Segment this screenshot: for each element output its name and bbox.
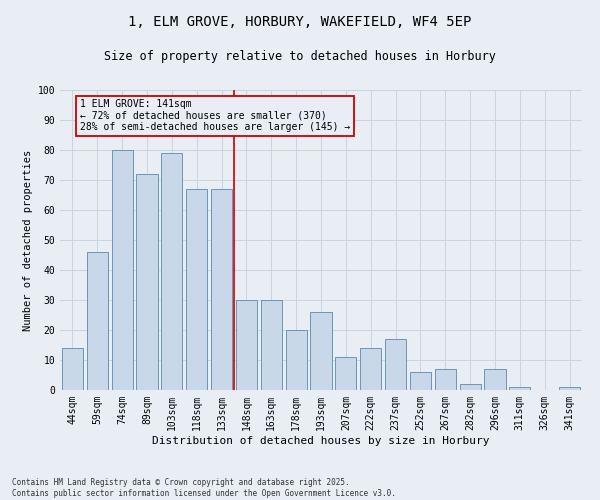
Bar	[236, 300, 257, 390]
Bar	[484, 369, 506, 390]
Bar	[335, 357, 356, 390]
Bar	[186, 189, 207, 390]
Text: 1, ELM GROVE, HORBURY, WAKEFIELD, WF4 5EP: 1, ELM GROVE, HORBURY, WAKEFIELD, WF4 5E…	[128, 15, 472, 29]
Bar	[559, 387, 580, 390]
Bar	[161, 153, 182, 390]
Bar	[286, 330, 307, 390]
Text: Contains HM Land Registry data © Crown copyright and database right 2025.
Contai: Contains HM Land Registry data © Crown c…	[12, 478, 396, 498]
Bar	[87, 252, 108, 390]
Bar	[211, 189, 232, 390]
Bar	[385, 339, 406, 390]
Text: 1 ELM GROVE: 141sqm
← 72% of detached houses are smaller (370)
28% of semi-detac: 1 ELM GROVE: 141sqm ← 72% of detached ho…	[80, 99, 350, 132]
Bar	[62, 348, 83, 390]
Bar	[435, 369, 456, 390]
X-axis label: Distribution of detached houses by size in Horbury: Distribution of detached houses by size …	[152, 436, 490, 446]
Bar	[136, 174, 158, 390]
Y-axis label: Number of detached properties: Number of detached properties	[23, 150, 34, 330]
Bar	[261, 300, 282, 390]
Bar	[310, 312, 332, 390]
Bar	[112, 150, 133, 390]
Text: Size of property relative to detached houses in Horbury: Size of property relative to detached ho…	[104, 50, 496, 63]
Bar	[509, 387, 530, 390]
Bar	[460, 384, 481, 390]
Bar	[360, 348, 381, 390]
Bar	[410, 372, 431, 390]
